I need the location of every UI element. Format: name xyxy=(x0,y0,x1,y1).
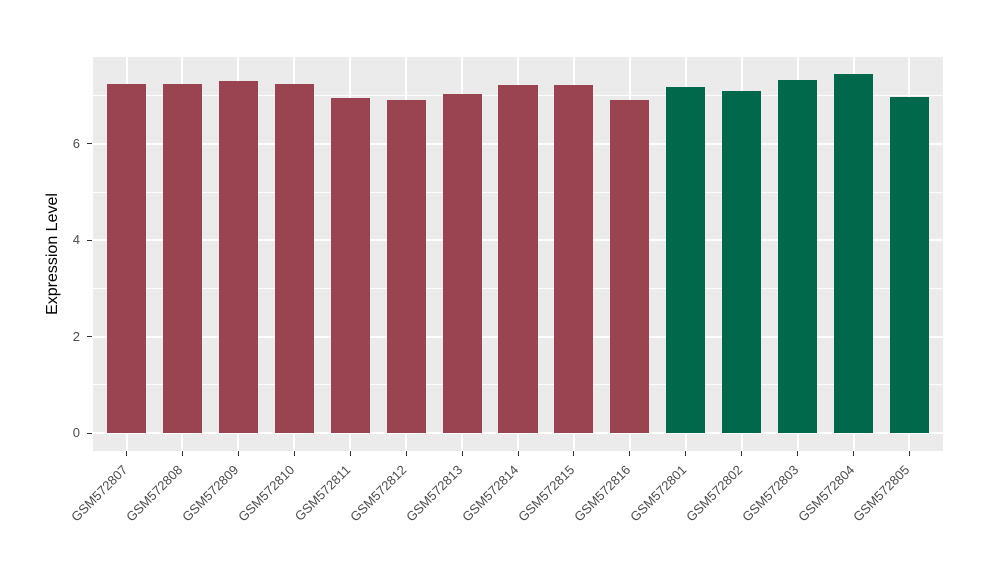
x-tick-mark xyxy=(853,451,855,456)
bar xyxy=(106,84,147,434)
bar xyxy=(722,90,762,434)
x-tick-mark xyxy=(126,451,128,456)
x-tick-mark xyxy=(741,451,743,456)
bar xyxy=(554,85,594,434)
bar xyxy=(386,100,426,434)
bar xyxy=(889,97,930,434)
bar xyxy=(666,86,706,434)
bar xyxy=(498,84,538,434)
plot-panel xyxy=(93,57,943,451)
x-tick-mark xyxy=(797,451,799,456)
bar xyxy=(778,80,818,434)
bar xyxy=(610,99,650,434)
y-tick-mark xyxy=(87,336,92,338)
x-tick-mark xyxy=(685,451,687,456)
x-tick-mark xyxy=(908,451,910,456)
x-tick-mark xyxy=(517,451,519,456)
x-tick-mark xyxy=(629,451,631,456)
bar xyxy=(833,74,874,434)
x-tick-mark xyxy=(349,451,351,456)
bar xyxy=(330,97,370,434)
x-tick-label: GSM572807 xyxy=(67,462,130,525)
x-tick-mark xyxy=(237,451,239,456)
x-tick-mark xyxy=(181,451,183,456)
y-tick-label: 4 xyxy=(72,232,80,248)
y-tick-label: 2 xyxy=(72,328,80,344)
y-tick-mark xyxy=(87,432,92,434)
y-tick-label: 0 xyxy=(72,425,80,441)
bar xyxy=(218,80,258,434)
x-tick-mark xyxy=(293,451,295,456)
bar xyxy=(162,83,203,434)
y-tick-mark xyxy=(87,239,92,241)
y-tick-label: 6 xyxy=(72,135,80,151)
y-tick-mark xyxy=(87,143,92,145)
bar xyxy=(442,93,482,434)
y-axis-title: Expression Level xyxy=(44,193,61,315)
x-tick-mark xyxy=(461,451,463,456)
x-tick-mark xyxy=(405,451,407,456)
x-tick-mark xyxy=(573,451,575,456)
bar xyxy=(274,84,314,434)
